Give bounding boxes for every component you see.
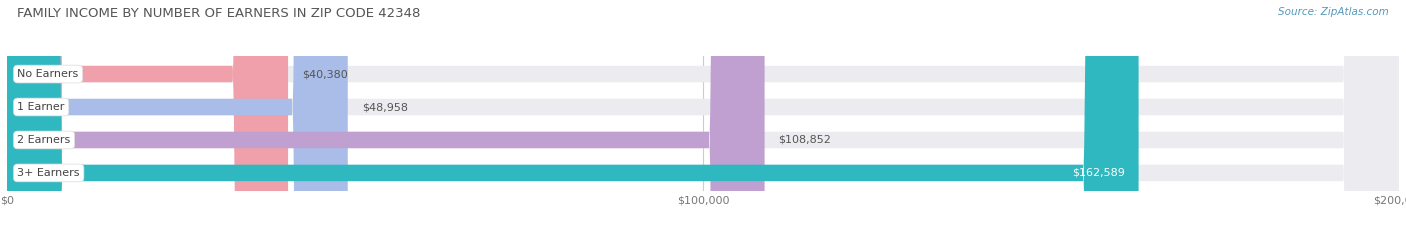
- FancyBboxPatch shape: [7, 0, 1399, 233]
- Text: $48,958: $48,958: [361, 102, 408, 112]
- FancyBboxPatch shape: [7, 0, 765, 233]
- FancyBboxPatch shape: [7, 0, 288, 233]
- Text: FAMILY INCOME BY NUMBER OF EARNERS IN ZIP CODE 42348: FAMILY INCOME BY NUMBER OF EARNERS IN ZI…: [17, 7, 420, 20]
- Text: No Earners: No Earners: [17, 69, 79, 79]
- FancyBboxPatch shape: [7, 0, 1399, 233]
- Text: $108,852: $108,852: [779, 135, 831, 145]
- Text: 3+ Earners: 3+ Earners: [17, 168, 80, 178]
- Text: Source: ZipAtlas.com: Source: ZipAtlas.com: [1278, 7, 1389, 17]
- FancyBboxPatch shape: [7, 0, 1139, 233]
- FancyBboxPatch shape: [7, 0, 347, 233]
- FancyBboxPatch shape: [7, 0, 1399, 233]
- Text: 1 Earner: 1 Earner: [17, 102, 65, 112]
- Text: $40,380: $40,380: [302, 69, 347, 79]
- Text: 2 Earners: 2 Earners: [17, 135, 70, 145]
- FancyBboxPatch shape: [7, 0, 1399, 233]
- Text: $162,589: $162,589: [1071, 168, 1125, 178]
